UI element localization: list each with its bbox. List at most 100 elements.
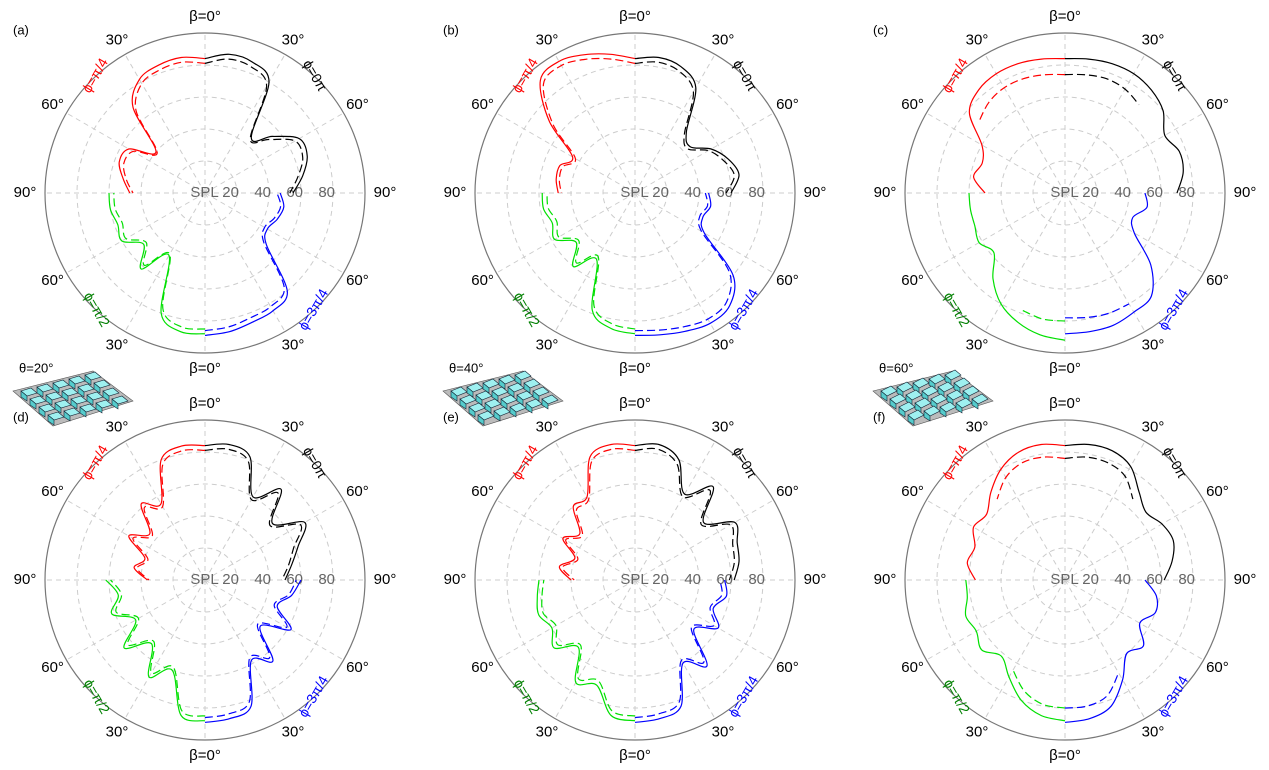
angle-tick-label: 60° [1206, 483, 1229, 500]
angle-tick-label: β=0° [1049, 395, 1081, 412]
dashed-curve [205, 449, 302, 580]
angle-tick-label: 30° [1142, 32, 1165, 49]
polar-panel: (c)β=0°β=0°30°30°30°30°60°60°60°60°90°90… [873, 8, 1256, 426]
panel-label: (f) [873, 409, 885, 424]
angle-grid-line [635, 580, 715, 719]
dashed-curve [635, 580, 722, 718]
solid-curve [537, 580, 635, 721]
angle-tick-label: 30° [1142, 336, 1165, 353]
solid-curve [109, 193, 205, 334]
angle-tick-label: 30° [282, 419, 305, 436]
dashed-curve [114, 193, 205, 329]
angle-tick-label: 30° [1142, 723, 1165, 740]
panel-label: (d) [13, 409, 29, 424]
solid-curve [635, 444, 739, 580]
angle-tick-label: β=0° [619, 8, 651, 25]
angle-tick-label: 30° [106, 336, 129, 353]
angle-tick-label: 60° [776, 659, 799, 676]
angle-tick-label: 30° [712, 723, 735, 740]
solid-curve [540, 54, 635, 193]
curve-label: ϕ=3π/4 [725, 673, 762, 720]
angle-grid-line [635, 500, 774, 580]
solid-curve [635, 57, 739, 193]
radial-tick-label: SPL 20 [190, 184, 239, 201]
dashed-curve [547, 193, 635, 329]
dashed-curve [1065, 304, 1129, 318]
dashed-curve [1065, 673, 1119, 708]
curve-label: ϕ=π/2 [81, 289, 114, 330]
solid-curve [106, 580, 205, 721]
radial-tick-label: 40 [1114, 184, 1131, 201]
angle-tick-label: 60° [346, 96, 369, 113]
dashed-curve [635, 193, 731, 331]
solid-curve [967, 444, 1065, 580]
angle-grid-line [926, 580, 1065, 660]
angle-tick-label: 60° [776, 483, 799, 500]
solid-curve [205, 54, 307, 193]
radial-tick-label: 80 [1178, 184, 1195, 201]
dashed-curve [635, 62, 734, 193]
angle-tick-label: 30° [536, 32, 559, 49]
polar-panel: (d)β=0°β=0°30°30°30°30°60°60°60°60°90°90… [13, 395, 396, 764]
angle-tick-label: 30° [1142, 419, 1165, 436]
radial-tick-label: 60 [716, 571, 733, 588]
angle-tick-label: β=0° [1049, 747, 1081, 764]
polar-panel: (e)β=0°β=0°30°30°30°30°60°60°60°60°90°90… [443, 395, 826, 764]
radial-tick-label: 40 [684, 571, 701, 588]
angle-tick-label: 30° [966, 723, 989, 740]
angle-grid-line [66, 193, 205, 273]
angle-grid-line [1065, 54, 1145, 193]
angle-grid-line [1065, 441, 1145, 580]
curve-label: ϕ=π/4 [78, 442, 111, 483]
angle-tick-label: 30° [712, 419, 735, 436]
angle-tick-label: 90° [804, 571, 827, 588]
angle-tick-label: β=0° [1049, 8, 1081, 25]
angle-tick-label: β=0° [189, 360, 221, 377]
angle-tick-label: 90° [874, 571, 897, 588]
angle-grid-line [926, 500, 1065, 580]
inset-label: θ=60° [879, 360, 913, 375]
angle-grid-line [985, 580, 1065, 719]
dashed-curve [1013, 670, 1065, 708]
angle-grid-line [125, 54, 205, 193]
angle-grid-line [496, 193, 635, 273]
angle-tick-label: 30° [282, 336, 305, 353]
polar-panel: (f)β=0°β=0°30°30°30°30°60°60°60°60°90°90… [873, 395, 1256, 764]
angle-tick-label: 90° [14, 571, 37, 588]
radial-tick-label: 80 [318, 571, 335, 588]
angle-tick-label: 90° [444, 571, 467, 588]
inset-label: θ=40° [449, 360, 483, 375]
angle-tick-label: 60° [471, 96, 494, 113]
angle-tick-label: β=0° [189, 747, 221, 764]
solid-curve [635, 580, 727, 722]
curve-label: ϕ=3π/4 [295, 286, 332, 333]
angle-grid-line [555, 441, 635, 580]
solid-curve [969, 193, 1065, 340]
angle-tick-label: 60° [41, 96, 64, 113]
angle-grid-line [496, 113, 635, 193]
angle-tick-label: 90° [14, 184, 37, 201]
angle-grid-line [1065, 113, 1204, 193]
angle-tick-label: 60° [471, 483, 494, 500]
radial-tick-label: 80 [1178, 571, 1195, 588]
angle-tick-label: 90° [874, 184, 897, 201]
radial-tick-label: SPL 20 [620, 571, 669, 588]
angle-tick-label: 90° [444, 184, 467, 201]
angle-tick-label: 90° [804, 184, 827, 201]
solid-curve [559, 444, 635, 580]
angle-grid-line [926, 193, 1065, 273]
angle-tick-label: 90° [1234, 184, 1257, 201]
angle-tick-label: 60° [1206, 659, 1229, 676]
panel-label: (e) [443, 409, 459, 424]
angle-tick-label: 60° [471, 659, 494, 676]
angle-tick-label: 60° [346, 659, 369, 676]
solid-curve [1065, 59, 1183, 193]
inset-label: θ=20° [19, 360, 53, 375]
angle-tick-label: 90° [374, 571, 397, 588]
solid-curve [969, 59, 1065, 193]
angle-tick-label: 30° [106, 419, 129, 436]
curve-label: ϕ=π/2 [941, 289, 974, 330]
angle-grid-line [985, 441, 1065, 580]
angle-grid-line [125, 441, 205, 580]
radial-tick-label: 60 [286, 184, 303, 201]
